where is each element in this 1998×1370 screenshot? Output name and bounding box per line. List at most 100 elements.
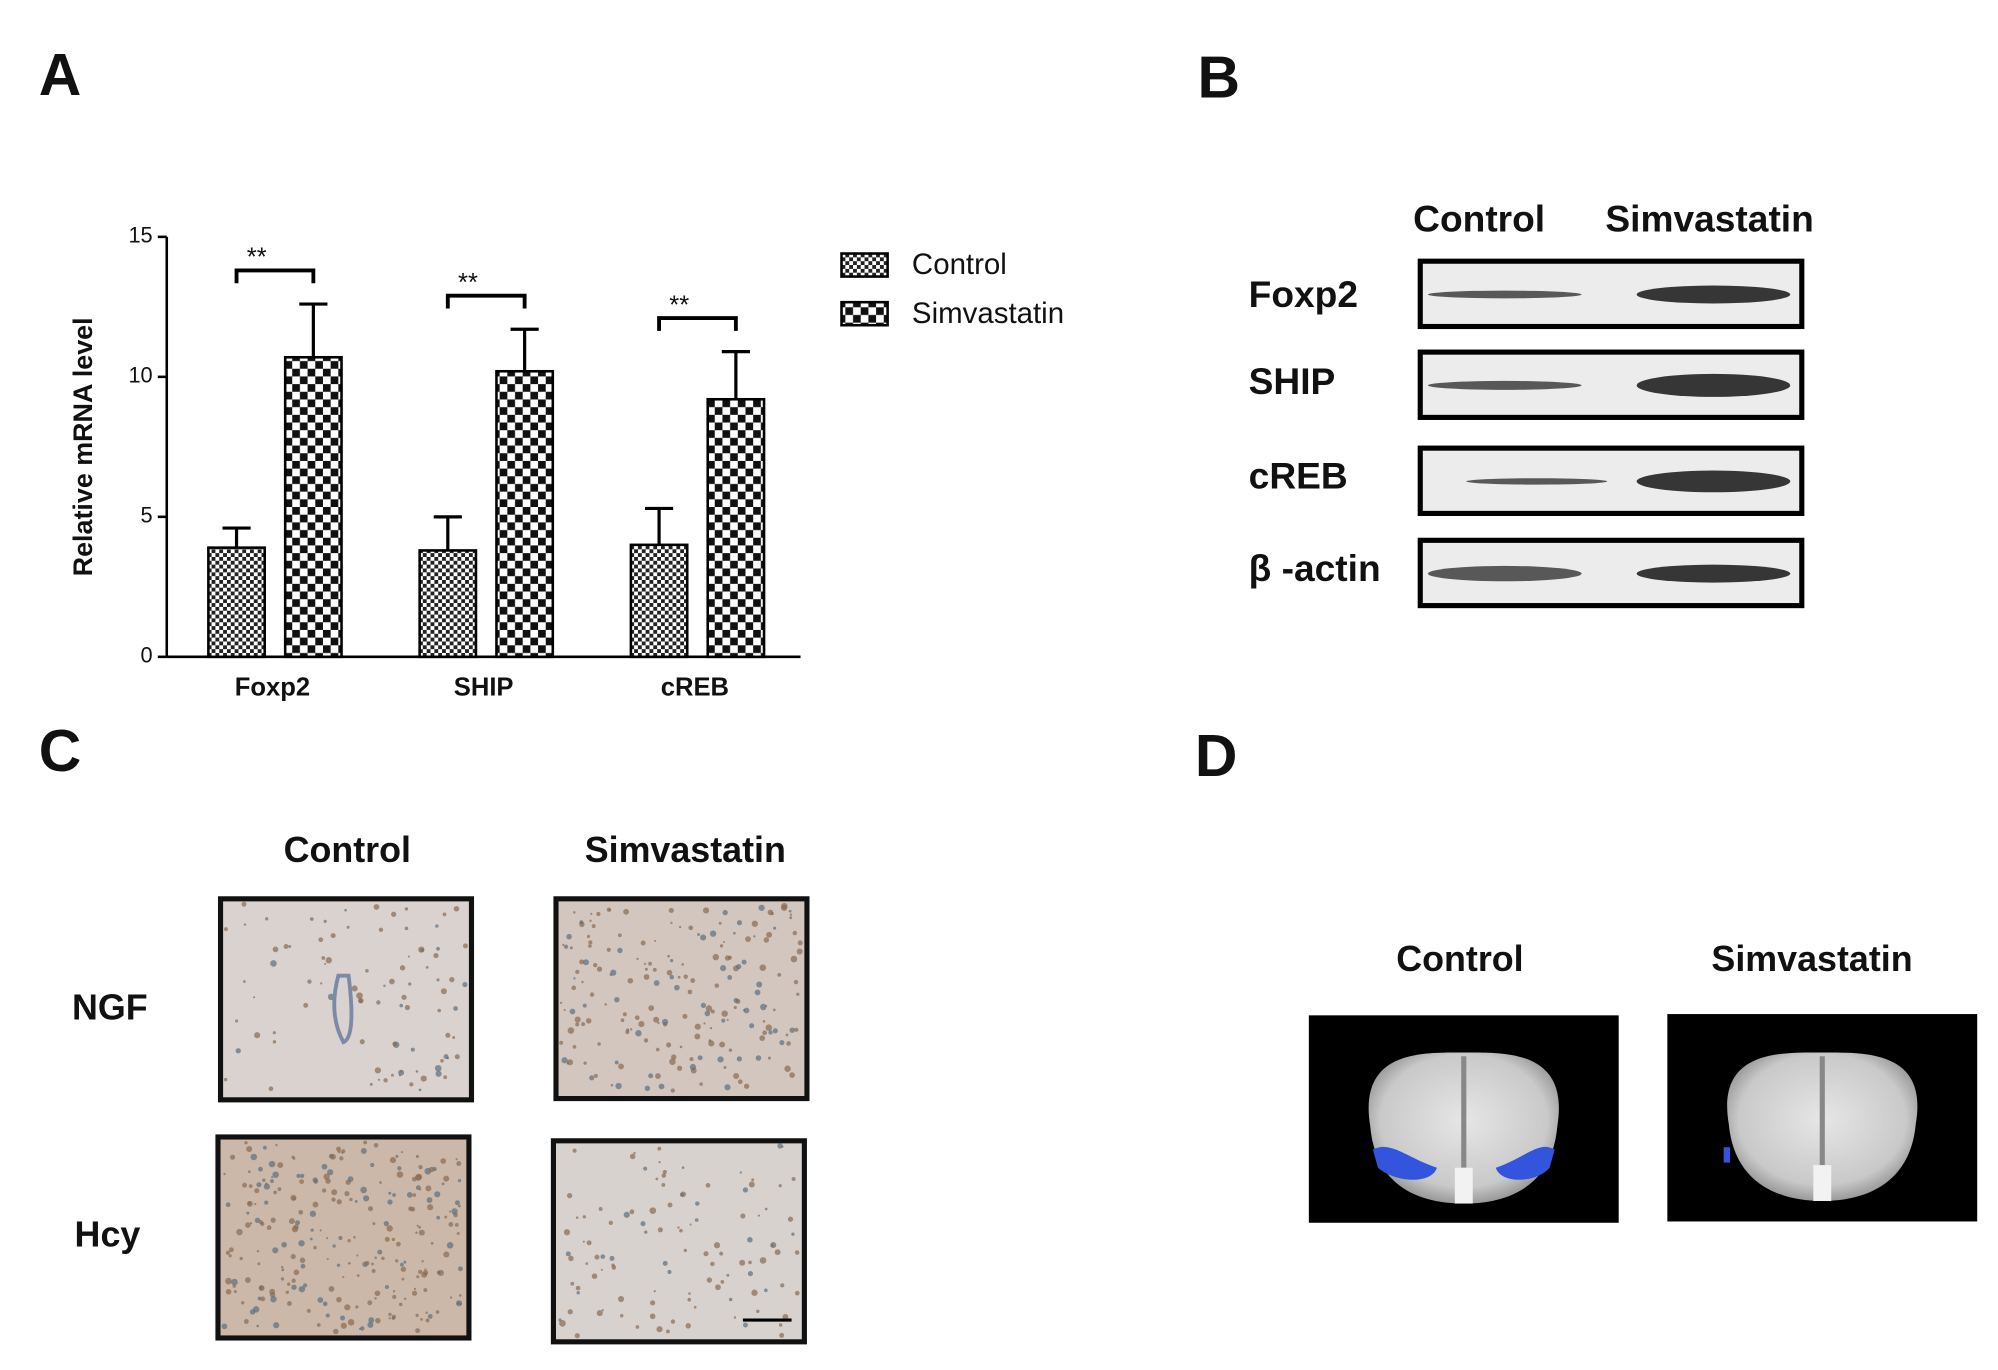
histology-image [217,896,475,1103]
stain-dot [411,1290,418,1296]
stain-dot [789,916,793,920]
stain-dot [796,948,803,955]
stain-dot [344,1304,351,1311]
stain-dot [340,1315,346,1321]
stain-dot [575,1022,580,1027]
stain-dot [570,1281,575,1286]
stain-dot [791,1177,796,1181]
stain-dot [281,1268,285,1272]
stain-dot [266,1225,272,1231]
stain-dot [247,1200,253,1207]
stain-dot [240,1301,245,1305]
stain-dot [398,1069,405,1076]
stain-dot [221,1323,228,1330]
stain-dot [751,1289,758,1296]
blot-band [1636,470,1791,493]
stain-dot [739,1259,746,1266]
stain-dot [661,1173,667,1178]
stain-dot [228,1254,232,1258]
stain-dot [242,1182,248,1188]
stain-dot [586,934,591,939]
stain-dot [648,961,652,966]
stain-dot [779,1332,785,1338]
stain-dot [310,1228,314,1232]
stain-dot [331,1189,338,1196]
stain-dot [589,992,595,997]
stain-dot [347,1319,355,1326]
stain-dot [374,1297,377,1300]
stain-dot [427,1204,434,1211]
stain-dot [277,1162,284,1169]
stain-dot [344,1191,350,1197]
stain-dot [456,1161,462,1167]
stain-dot [758,904,765,911]
stain-dot [410,1047,415,1052]
stain-dot [634,1015,640,1021]
stain-dot [566,933,572,940]
stain-dot [454,1054,460,1060]
stain-dot [670,921,673,925]
stain-dot [442,912,447,917]
stain-dot [388,1317,391,1320]
stain-dot [299,1179,304,1185]
stain-dot [657,1021,660,1025]
stain-dot [325,957,332,964]
stain-dot [653,980,660,986]
stain-dot [601,1309,604,1312]
stain-dot [687,989,693,995]
histology-row: NGF [72,988,148,1028]
stain-dot [293,1269,300,1276]
legend-swatch [840,300,889,327]
stain-dot [356,1274,360,1278]
stain-dot [565,1251,571,1257]
stain-dot [733,931,736,935]
stain-dot [688,925,694,931]
stain-dot [291,1278,296,1283]
stain-dot [666,969,673,976]
stain-dot [697,933,701,937]
stain-dot [635,1325,640,1329]
stain-dot [662,1260,668,1266]
stain-dot [421,1271,428,1278]
stain-dot [415,1313,419,1318]
stain-dot [336,1199,342,1205]
stain-dot [291,1226,299,1233]
stain-dot [387,1199,393,1205]
stain-dot [391,911,397,917]
stain-dot [392,1041,398,1047]
stain-dot [719,1251,724,1256]
stain-dot [330,933,336,939]
stain-dot [396,1171,404,1178]
stain-dot [340,1322,347,1329]
stain-dot [643,1038,649,1043]
stain-dot [742,1187,749,1193]
stain-dot [740,1213,746,1219]
stain-dot [407,955,410,958]
stain-dot [661,1018,669,1026]
stain-dot [383,1220,389,1227]
stain-dot [792,930,798,936]
stain-dot [253,996,256,999]
stain-dot [653,1016,660,1023]
stain-dot [418,1229,425,1236]
stain-dot [300,1263,306,1269]
stain-dot [596,1310,603,1317]
stain-dot [337,1150,341,1154]
stain-dot [327,1169,334,1176]
stain-dot [408,1206,413,1212]
stain-dot [786,1041,791,1046]
stain-dot [436,1270,441,1275]
stain-dot [572,1044,577,1049]
stain-dot [364,1260,370,1266]
stain-dot [454,1222,459,1227]
stain-dot [225,1288,232,1295]
stain-dot [281,1265,284,1269]
stain-dot [793,979,799,985]
stain-dot [288,1218,295,1225]
bar [706,397,766,659]
stain-dot [648,1005,655,1011]
stain-dot [648,1073,654,1079]
stain-dot [298,1240,305,1247]
stain-dot [409,1082,414,1087]
stain-dot [320,982,323,985]
